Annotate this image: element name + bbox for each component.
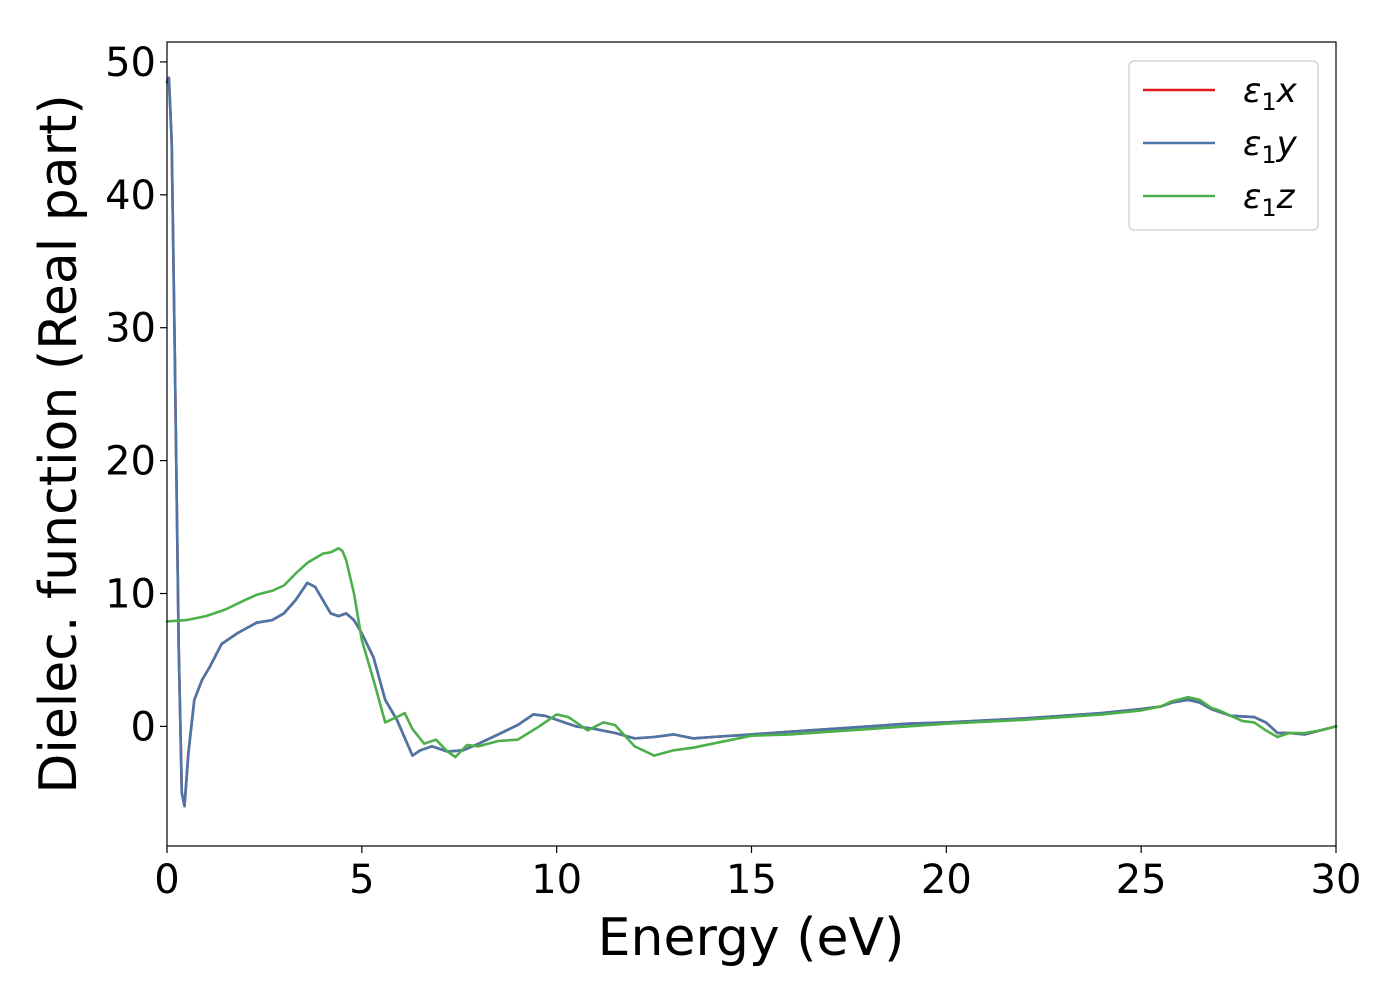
y-tick-label: 50: [105, 40, 156, 86]
y-tick-label: 0: [131, 704, 156, 750]
series-line-2: [165, 76, 1338, 808]
legend: ε1x ε1y ε1z: [1128, 60, 1319, 231]
legend-label: ε1x: [1243, 71, 1298, 116]
x-axis-ticks: 0 5 10 15 20 25 30: [154, 846, 1361, 903]
y-tick-label: 10: [105, 572, 156, 618]
x-axis-title: Energy (eV): [598, 908, 905, 968]
y-axis-ticks: 0 10 20 30 40 50: [105, 40, 167, 750]
y-tick-label: 30: [105, 306, 156, 352]
legend-box: [1128, 60, 1319, 231]
x-tick-label: 0: [154, 857, 179, 903]
x-tick-label: 30: [1311, 857, 1362, 903]
series-line-3: [165, 547, 1338, 759]
series-lines: [165, 76, 1338, 808]
x-tick-label: 20: [921, 857, 972, 903]
y-tick-label: 20: [105, 439, 156, 485]
legend-label: ε1y: [1243, 124, 1298, 169]
y-tick-label: 40: [105, 173, 156, 219]
x-tick-label: 10: [531, 857, 582, 903]
y-axis-title: Dielec. function (Real part): [29, 94, 89, 793]
legend-label: ε1z: [1243, 177, 1296, 222]
x-tick-label: 25: [1116, 857, 1167, 903]
x-tick-label: 5: [349, 857, 374, 903]
x-tick-label: 15: [726, 857, 777, 903]
